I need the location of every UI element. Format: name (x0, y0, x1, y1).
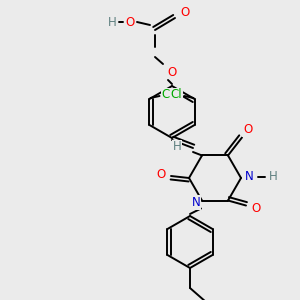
Text: H: H (172, 140, 182, 154)
Text: O: O (251, 202, 261, 215)
Text: O: O (180, 7, 190, 20)
Text: H: H (108, 16, 116, 28)
Text: N: N (244, 170, 253, 184)
Text: N: N (192, 196, 200, 209)
Text: O: O (243, 123, 253, 136)
Text: O: O (156, 167, 166, 181)
Text: O: O (125, 16, 135, 28)
Text: Cl: Cl (162, 88, 173, 101)
Text: H: H (268, 170, 278, 184)
Text: Cl: Cl (171, 88, 182, 101)
Text: O: O (167, 65, 177, 79)
